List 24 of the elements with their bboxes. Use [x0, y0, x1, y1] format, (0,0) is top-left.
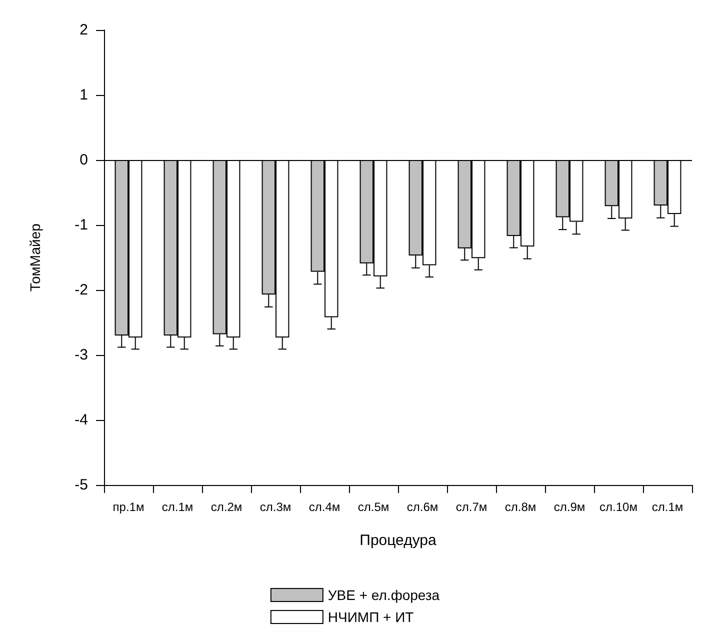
- x-tick-label: сл.4м: [308, 500, 340, 514]
- y-tick-label: 1: [80, 86, 88, 104]
- y-tick-label: -3: [74, 346, 88, 364]
- x-tick-label: сл.7м: [456, 500, 488, 514]
- legend-label: НЧИМП + ИТ: [328, 609, 414, 625]
- y-tick-label: 0: [80, 152, 88, 168]
- y-tick-label: -4: [74, 412, 88, 428]
- x-tick-label: сл.1м: [652, 500, 684, 514]
- x-tick-label: сл.9м: [554, 500, 586, 514]
- y-tick-label: -5: [74, 476, 88, 494]
- x-tick-label: сл.2м: [210, 500, 242, 514]
- x-tick-label: сл.1м: [162, 500, 194, 514]
- y-tick-label: 2: [80, 22, 88, 38]
- x-tick-label: сл.6м: [406, 500, 438, 514]
- x-axis-title: Процедура: [360, 532, 437, 549]
- y-tick-label: -1: [74, 216, 88, 234]
- x-tick-label: сл.5м: [358, 500, 390, 514]
- x-tick-label: сл.10м: [600, 500, 638, 514]
- y-axis-title: ТомМайер: [27, 223, 43, 292]
- y-tick-label: -2: [74, 282, 88, 298]
- x-tick-label: сл.3м: [260, 500, 292, 514]
- legend-label: УВЕ + ел.фореза: [328, 587, 440, 603]
- x-tick-label: пр.1м: [112, 500, 144, 514]
- x-tick-label: сл.8м: [504, 500, 536, 514]
